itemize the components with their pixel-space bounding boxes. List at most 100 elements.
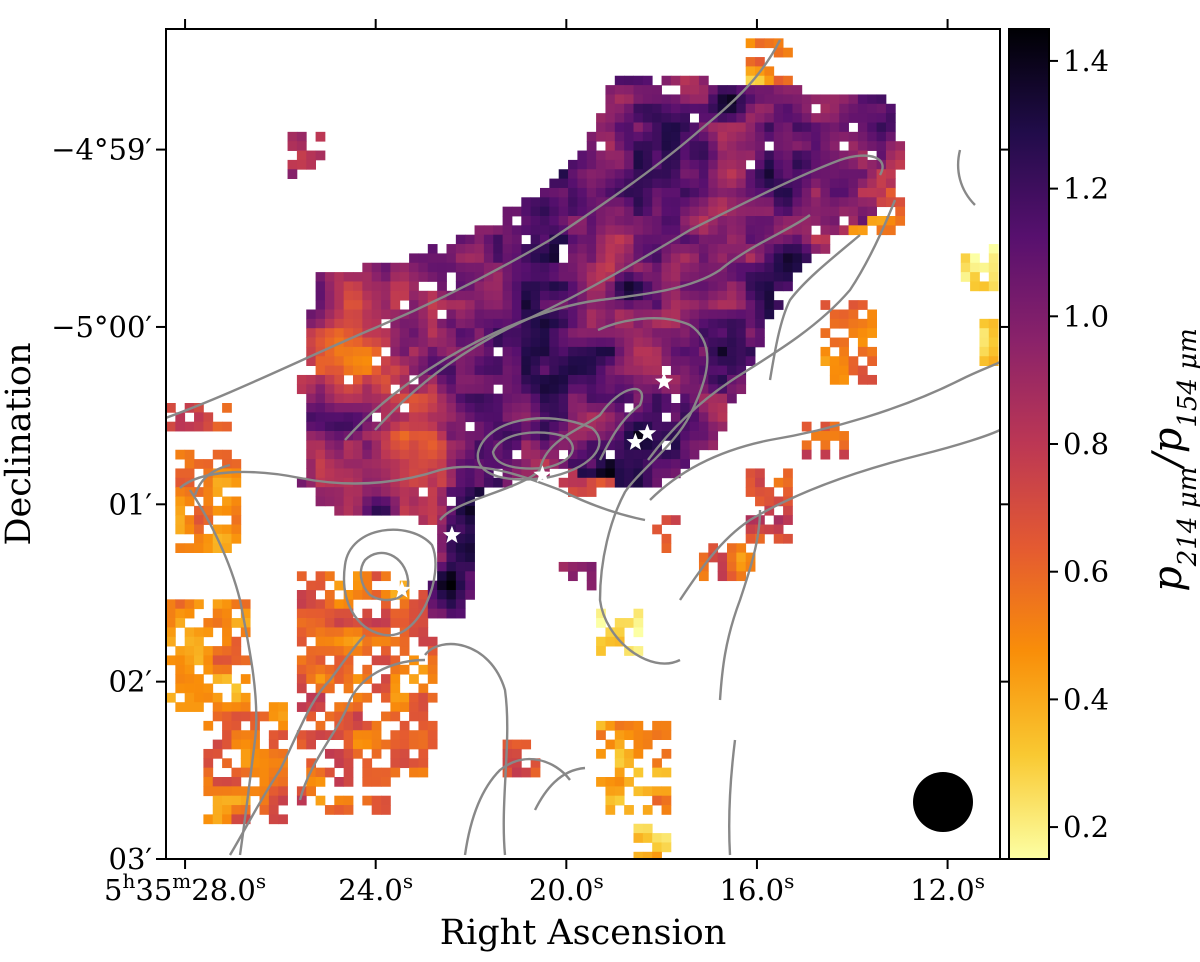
- map-pixel: [381, 777, 391, 787]
- map-pixel: [381, 281, 391, 292]
- map-pixel: [240, 739, 251, 750]
- map-pixel: [633, 608, 644, 619]
- map-pixel: [596, 244, 606, 254]
- map-pixel: [586, 178, 597, 189]
- map-pixel: [783, 272, 793, 282]
- map-pixel: [811, 159, 821, 170]
- map-pixel: [736, 85, 747, 95]
- map-pixel: [399, 290, 410, 301]
- map-pixel: [278, 711, 288, 722]
- map-pixel: [857, 365, 868, 376]
- map-pixel: [530, 431, 541, 441]
- map-pixel: [661, 206, 672, 217]
- map-pixel: [465, 290, 475, 301]
- map-pixel: [857, 178, 868, 189]
- map-pixel: [306, 674, 316, 684]
- map-pixel: [792, 159, 803, 170]
- map-pixel: [829, 337, 840, 348]
- map-pixel: [614, 346, 625, 357]
- map-pixel: [343, 711, 354, 722]
- map-pixel: [605, 178, 616, 189]
- map-pixel: [811, 122, 821, 133]
- map-pixel: [708, 178, 719, 189]
- map-pixel: [306, 384, 316, 395]
- map-pixel: [315, 795, 326, 806]
- map-pixel: [343, 440, 354, 451]
- map-pixel: [586, 449, 597, 460]
- map-pixel: [427, 440, 438, 451]
- map-pixel: [708, 197, 719, 208]
- map-pixel: [324, 608, 335, 619]
- map-pixel: [867, 197, 877, 208]
- map-pixel: [727, 281, 737, 292]
- map-pixel: [755, 477, 765, 488]
- map-pixel: [362, 300, 373, 310]
- map-pixel: [334, 281, 345, 292]
- map-pixel: [558, 309, 569, 320]
- map-pixel: [324, 328, 335, 338]
- map-pixel: [745, 524, 756, 535]
- map-pixel: [755, 253, 765, 264]
- map-pixel: [540, 225, 550, 236]
- map-pixel: [437, 374, 447, 385]
- map-pixel: [633, 393, 644, 404]
- map-pixel: [540, 216, 550, 226]
- map-pixel: [465, 365, 475, 376]
- map-pixel: [848, 328, 859, 338]
- star-marker: [392, 580, 411, 598]
- map-pixel: [811, 150, 821, 161]
- map-pixel: [642, 384, 653, 395]
- map-pixel: [371, 496, 382, 507]
- map-pixel: [437, 496, 447, 507]
- map-pixel: [568, 384, 578, 395]
- map-pixel: [661, 272, 672, 282]
- map-pixel: [446, 440, 457, 451]
- map-pixel: [783, 206, 793, 217]
- map-pixel: [727, 206, 737, 217]
- map-pixel: [343, 468, 354, 479]
- map-pixel: [736, 169, 747, 179]
- map-pixel: [633, 187, 644, 198]
- map-pixel: [689, 141, 700, 151]
- map-pixel: [624, 459, 634, 469]
- map-pixel: [194, 533, 204, 544]
- map-pixel: [381, 272, 391, 282]
- map-pixel: [175, 664, 186, 675]
- map-pixel: [521, 356, 532, 366]
- map-pixel: [399, 608, 410, 619]
- map-pixel: [362, 571, 373, 582]
- map-pixel: [203, 459, 214, 469]
- tick-label: 5h35m28.0s: [104, 869, 266, 907]
- map-pixel: [540, 337, 550, 348]
- map-pixel: [465, 281, 475, 292]
- map-pixel: [409, 431, 419, 441]
- map-pixel: [455, 374, 466, 385]
- map-pixel: [212, 477, 223, 488]
- map-pixel: [184, 702, 195, 712]
- map-pixel: [521, 346, 532, 357]
- map-pixel: [727, 365, 737, 376]
- map-pixel: [857, 169, 868, 179]
- map-pixel: [801, 103, 812, 114]
- map-pixel: [633, 449, 644, 460]
- map-pixel: [240, 674, 251, 684]
- map-pixel: [624, 131, 634, 142]
- map-pixel: [708, 94, 719, 105]
- map-pixel: [540, 421, 550, 432]
- map-pixel: [801, 159, 812, 170]
- map-pixel: [511, 337, 522, 348]
- map-pixel: [427, 328, 438, 338]
- map-pixel: [624, 206, 634, 217]
- map-pixel: [680, 169, 690, 179]
- map-pixel: [203, 664, 214, 675]
- map-pixel: [427, 515, 438, 525]
- map-pixel: [474, 365, 485, 376]
- map-pixel: [624, 393, 634, 404]
- map-pixel: [418, 505, 429, 516]
- map-pixel: [324, 374, 335, 385]
- map-pixel: [755, 272, 765, 282]
- map-pixel: [231, 646, 242, 656]
- map-pixel: [708, 85, 719, 95]
- map-pixel: [371, 655, 382, 666]
- map-pixel: [390, 767, 401, 778]
